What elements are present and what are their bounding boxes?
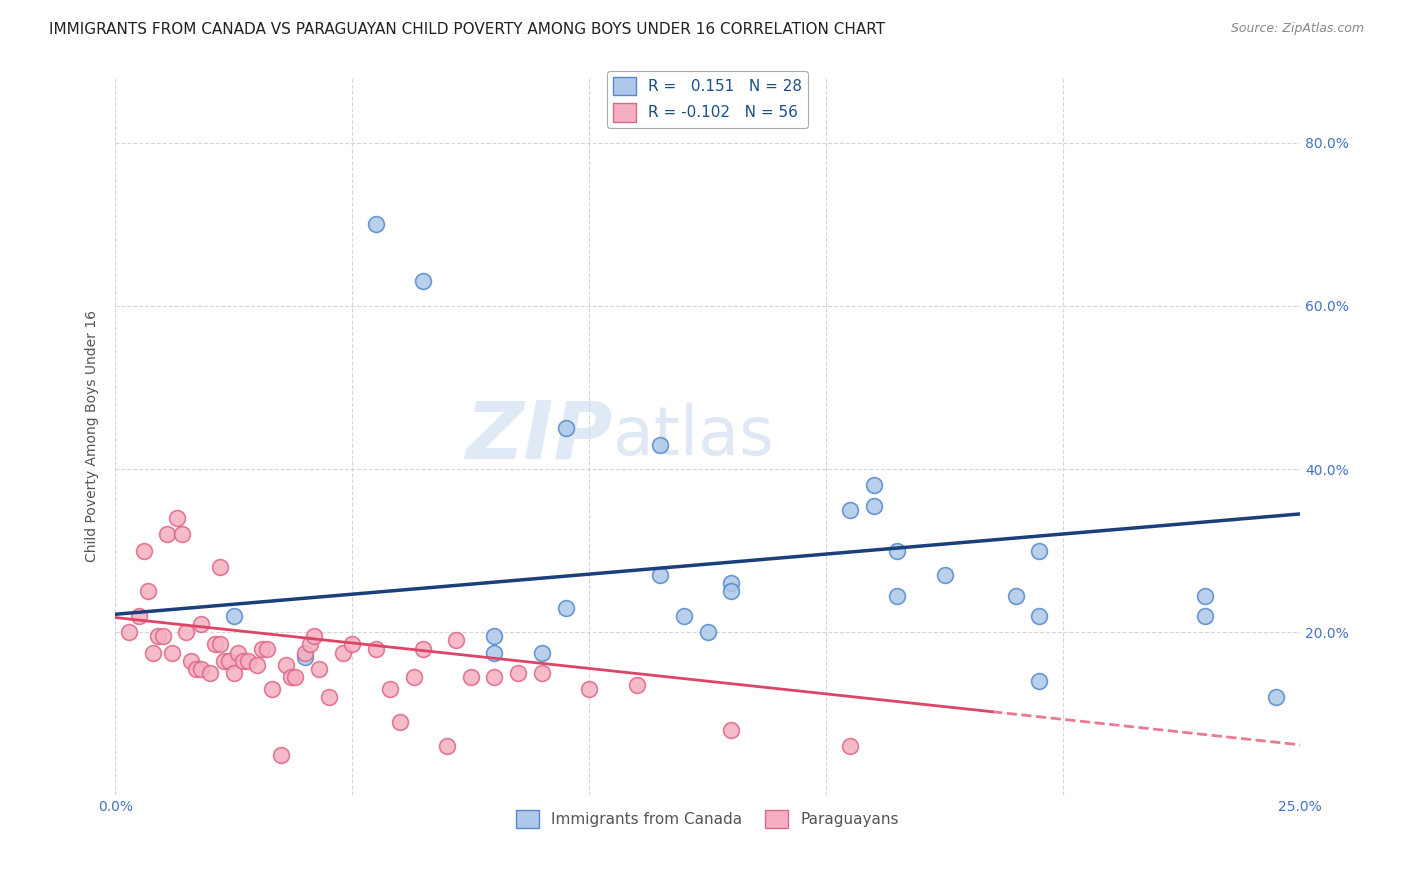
Point bbox=[236, 654, 259, 668]
Point bbox=[364, 217, 387, 231]
Point bbox=[672, 608, 695, 623]
Point bbox=[274, 657, 297, 672]
Point bbox=[484, 670, 506, 684]
Point bbox=[260, 682, 283, 697]
Y-axis label: Child Poverty Among Boys Under 16: Child Poverty Among Boys Under 16 bbox=[86, 310, 100, 563]
Text: IMMIGRANTS FROM CANADA VS PARAGUAYAN CHILD POVERTY AMONG BOYS UNDER 16 CORRELATI: IMMIGRANTS FROM CANADA VS PARAGUAYAN CHI… bbox=[49, 22, 886, 37]
Point bbox=[152, 629, 174, 643]
Point bbox=[650, 568, 672, 582]
Point bbox=[142, 646, 165, 660]
Legend: Immigrants from Canada, Paraguayans: Immigrants from Canada, Paraguayans bbox=[510, 804, 905, 834]
Point bbox=[184, 662, 207, 676]
Point bbox=[170, 527, 193, 541]
Point bbox=[1028, 543, 1050, 558]
Point bbox=[578, 682, 600, 697]
Point bbox=[204, 637, 226, 651]
Point bbox=[270, 747, 292, 762]
Point bbox=[412, 274, 434, 288]
Point bbox=[180, 654, 202, 668]
Point bbox=[530, 646, 553, 660]
Point bbox=[484, 646, 506, 660]
Point bbox=[886, 543, 908, 558]
Point bbox=[412, 641, 434, 656]
Point bbox=[554, 421, 576, 435]
Point bbox=[364, 641, 387, 656]
Point bbox=[250, 641, 273, 656]
Point bbox=[378, 682, 401, 697]
Point bbox=[190, 662, 212, 676]
Point bbox=[1028, 608, 1050, 623]
Point bbox=[720, 723, 742, 738]
Point bbox=[208, 637, 231, 651]
Point bbox=[1194, 608, 1216, 623]
Point bbox=[626, 678, 648, 692]
Point bbox=[160, 646, 183, 660]
Point bbox=[294, 646, 316, 660]
Point bbox=[222, 666, 245, 681]
Point bbox=[308, 662, 330, 676]
Point bbox=[214, 654, 236, 668]
Point bbox=[506, 666, 529, 681]
Point bbox=[696, 625, 718, 640]
Point bbox=[294, 649, 316, 664]
Text: ZIP: ZIP bbox=[465, 398, 613, 475]
Point bbox=[484, 629, 506, 643]
Point bbox=[886, 589, 908, 603]
Point bbox=[862, 478, 884, 492]
Point bbox=[146, 629, 169, 643]
Point bbox=[402, 670, 425, 684]
Point bbox=[138, 584, 160, 599]
Point bbox=[198, 666, 221, 681]
Point bbox=[436, 739, 458, 754]
Point bbox=[720, 576, 742, 591]
Point bbox=[222, 608, 245, 623]
Point bbox=[156, 527, 179, 541]
Point bbox=[1028, 674, 1050, 689]
Point bbox=[318, 690, 340, 705]
Point bbox=[446, 633, 468, 648]
Point bbox=[284, 670, 307, 684]
Point bbox=[280, 670, 302, 684]
Point bbox=[460, 670, 482, 684]
Point bbox=[128, 608, 150, 623]
Point bbox=[530, 666, 553, 681]
Point bbox=[862, 499, 884, 513]
Point bbox=[554, 600, 576, 615]
Point bbox=[232, 654, 254, 668]
Point bbox=[1265, 690, 1288, 705]
Text: Source: ZipAtlas.com: Source: ZipAtlas.com bbox=[1230, 22, 1364, 36]
Point bbox=[256, 641, 278, 656]
Point bbox=[218, 654, 240, 668]
Point bbox=[1004, 589, 1026, 603]
Point bbox=[650, 437, 672, 451]
Point bbox=[304, 629, 326, 643]
Point bbox=[176, 625, 198, 640]
Point bbox=[838, 503, 860, 517]
Point bbox=[1194, 589, 1216, 603]
Point bbox=[208, 560, 231, 574]
Text: atlas: atlas bbox=[613, 403, 773, 469]
Point bbox=[132, 543, 155, 558]
Point bbox=[118, 625, 141, 640]
Point bbox=[166, 511, 188, 525]
Point bbox=[298, 637, 321, 651]
Point bbox=[342, 637, 364, 651]
Point bbox=[934, 568, 956, 582]
Point bbox=[838, 739, 860, 754]
Point bbox=[332, 646, 354, 660]
Point bbox=[228, 646, 250, 660]
Point bbox=[190, 617, 212, 632]
Point bbox=[388, 714, 411, 729]
Point bbox=[720, 584, 742, 599]
Point bbox=[246, 657, 269, 672]
